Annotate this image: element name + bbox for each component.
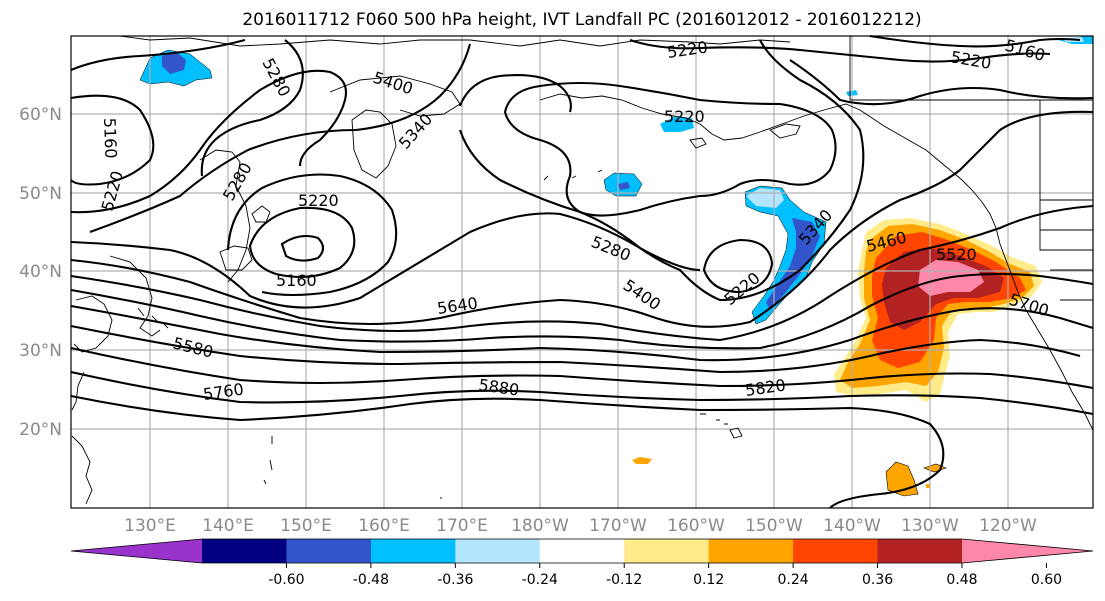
height-contours [70, 34, 1094, 509]
lon-label: 160°E [358, 516, 410, 536]
lon-label: 130°W [901, 516, 959, 536]
colorbar-tick-label: -0.24 [522, 572, 558, 588]
colorbar-ticks: -0.60 -0.48 -0.36 -0.24 -0.12 0.12 0.24 0.36 0.4… [268, 563, 1062, 588]
lat-label: 20°N [19, 420, 62, 440]
contour-label: 5160 [100, 117, 120, 158]
colorbar-swatch [877, 539, 963, 563]
colorbar-tick-label: -0.48 [353, 572, 389, 588]
contour-label: 5160 [276, 271, 317, 290]
colorbar-swatch [455, 539, 541, 563]
contour-label: 5220 [664, 107, 705, 126]
colorbar-swatches [70, 538, 1094, 564]
colorbar-outline [70, 538, 1094, 564]
colorbar-swatch [286, 539, 372, 563]
contour-label: 5220 [298, 191, 339, 210]
lat-label: 30°N [19, 341, 62, 361]
colorbar-swatch [962, 539, 1093, 563]
colorbar-swatch [202, 539, 287, 563]
coastlines [71, 35, 1094, 505]
colorbar-swatch [370, 539, 456, 563]
latitude-labels: 60°N 50°N 40°N 30°N 20°N [19, 105, 62, 440]
colorbar-swatch [71, 539, 202, 563]
colorbar-swatch [539, 539, 625, 563]
negative-ivt-shading [139, 36, 1093, 325]
colorbar-swatch [624, 539, 710, 563]
colorbar-tick-label: 0.60 [1031, 572, 1062, 588]
lat-label: 40°N [19, 262, 62, 282]
lon-label: 120°W [979, 516, 1037, 536]
map-panel: 5280 5400 5220 5160 5160 5220 5340 5220 … [70, 34, 1094, 509]
colorbar-tick-label: -0.36 [437, 572, 473, 588]
colorbar-tick-label: 0.48 [946, 572, 977, 588]
lon-label: 170°E [436, 516, 488, 536]
map-frame [70, 35, 1094, 509]
colorbar-tick-label: 0.36 [862, 572, 893, 588]
colorbar: -0.60 -0.48 -0.36 -0.24 -0.12 0.12 0.24 0.36 0.4… [70, 538, 1094, 588]
lat-label: 60°N [19, 105, 62, 125]
lon-label: 140°E [202, 516, 254, 536]
lon-label: 180°W [511, 516, 569, 536]
longitude-labels: 130°E 140°E 150°E 160°E 170°E 180°W 170°… [124, 516, 1037, 536]
lon-label: 150°E [280, 516, 332, 536]
colorbar-tick-label: -0.12 [606, 572, 642, 588]
colorbar-tick-label: 0.24 [778, 572, 809, 588]
colorbar-swatch [708, 539, 794, 563]
lon-label: 170°W [589, 516, 647, 536]
lon-label: 150°W [745, 516, 803, 536]
graticule [71, 36, 1093, 508]
colorbar-tick-label: -0.60 [268, 572, 304, 588]
lon-label: 140°W [823, 516, 881, 536]
colorbar-tick-label: 0.12 [693, 572, 724, 588]
lon-label: 160°W [667, 516, 725, 536]
lat-label: 50°N [19, 184, 62, 204]
colorbar-swatch [793, 539, 879, 563]
lon-label: 130°E [124, 516, 176, 536]
contour-label: 5520 [936, 245, 977, 264]
figure-title: 2016011712 F060 500 hPa height, IVT Land… [242, 10, 921, 30]
